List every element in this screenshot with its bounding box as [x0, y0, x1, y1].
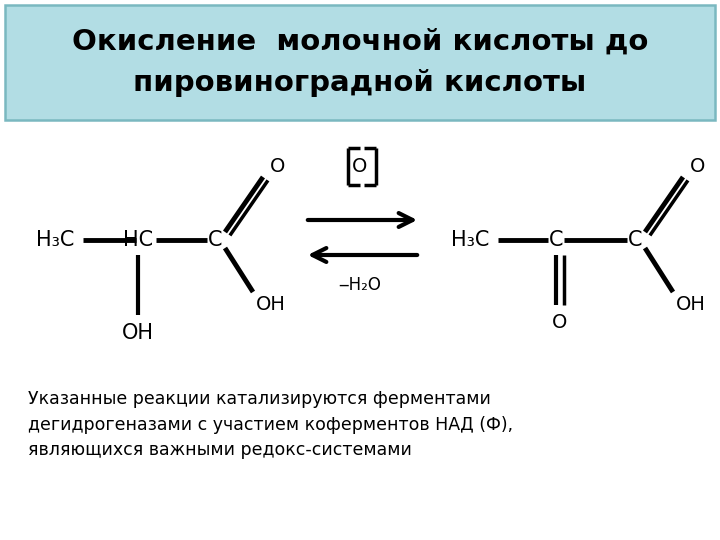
Text: OH: OH: [256, 294, 286, 314]
Text: Окисление  молочной кислоты до: Окисление молочной кислоты до: [72, 28, 648, 56]
Text: C: C: [208, 230, 222, 250]
Text: ‒H₂O: ‒H₂O: [338, 276, 382, 294]
Text: OH: OH: [122, 323, 154, 343]
Text: O: O: [270, 158, 286, 177]
Text: пировиноградной кислоты: пировиноградной кислоты: [133, 69, 587, 97]
Text: O: O: [690, 158, 706, 177]
Bar: [5, 5, 715, 120]
Text: O: O: [552, 313, 567, 332]
Text: H₃C: H₃C: [451, 230, 489, 250]
Text: H₃C: H₃C: [36, 230, 74, 250]
Text: OH: OH: [676, 294, 706, 314]
Text: C: C: [549, 230, 563, 250]
Text: Указанные реакции катализируются ферментами
дегидрогеназами с участием кофермент: Указанные реакции катализируются фермент…: [28, 390, 513, 460]
Text: HC: HC: [123, 230, 153, 250]
Text: C: C: [628, 230, 642, 250]
Text: O: O: [352, 157, 368, 176]
